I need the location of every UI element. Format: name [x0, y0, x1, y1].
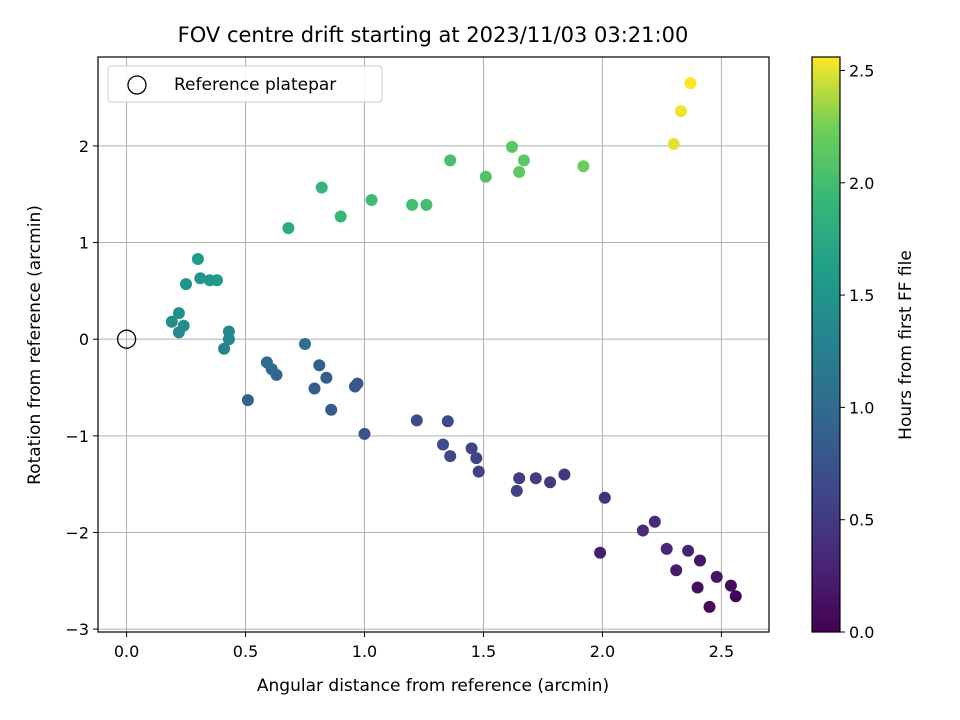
x-tick-label: 0.0 [114, 642, 139, 661]
data-point [315, 181, 328, 194]
data-point [465, 442, 478, 455]
x-tick-label: 0.5 [233, 642, 258, 661]
data-point [410, 414, 423, 427]
y-axis-ticks: −3 −2 −1 0 1 2 [65, 137, 98, 639]
x-axis-ticks: 0.0 0.5 1.0 1.5 2.0 2.5 [114, 632, 734, 661]
data-point [260, 356, 273, 369]
colorbar-tick-label: 2.0 [849, 174, 874, 193]
data-point [334, 210, 347, 223]
reference-platepar-marker [116, 329, 137, 349]
data-point [648, 515, 661, 528]
data-point [667, 138, 680, 150]
data-point [479, 170, 492, 183]
data-point [325, 403, 338, 416]
data-point [472, 465, 485, 478]
data-point [670, 564, 683, 577]
data-point [703, 600, 716, 613]
colorbar-tick-label: 0.0 [849, 623, 874, 642]
data-point [710, 570, 723, 583]
data-point [444, 450, 457, 463]
chart-title: FOV centre drift starting at 2023/11/03 … [178, 23, 689, 47]
x-tick-label: 1.0 [352, 642, 377, 661]
data-point [544, 476, 557, 489]
data-point [241, 394, 254, 407]
data-point [437, 438, 449, 451]
y-tick-label: 1 [79, 234, 89, 253]
colorbar [811, 56, 841, 633]
colorbar-tick-label: 0.5 [849, 511, 874, 530]
data-point [172, 307, 185, 320]
grid-lines [98, 57, 769, 632]
data-point [513, 472, 526, 485]
y-tick-label: −1 [65, 427, 89, 446]
data-point [365, 194, 378, 206]
data-point [444, 154, 457, 167]
x-axis-label: Angular distance from reference (arcmin) [257, 676, 609, 696]
colorbar-label: Hours from first FF file [896, 250, 916, 440]
x-tick-label: 2.0 [590, 642, 615, 661]
data-point [320, 371, 333, 384]
data-point [675, 105, 687, 118]
reference-marker-layer [116, 329, 137, 349]
data-point [211, 274, 223, 287]
colorbar-ticks: 0.0 0.5 1.0 1.5 2.0 2.5 [840, 61, 874, 642]
data-point [299, 338, 311, 350]
y-tick-label: −2 [65, 523, 89, 542]
data-point [598, 491, 611, 504]
data-point [694, 554, 706, 567]
data-point [351, 377, 364, 390]
x-tick-label: 1.5 [471, 642, 496, 661]
data-point [510, 484, 523, 497]
data-point [177, 319, 190, 332]
legend-label: Reference platepar [174, 75, 336, 95]
plot-frame [97, 56, 770, 633]
colorbar-tick-label: 1.5 [849, 286, 874, 305]
data-point [406, 198, 419, 211]
colorbar-tick-label: 1.0 [849, 398, 874, 417]
data-point [180, 278, 192, 291]
data-point [358, 427, 371, 440]
y-tick-label: 0 [79, 330, 89, 349]
y-tick-label: 2 [79, 137, 89, 156]
data-point [420, 198, 433, 211]
data-points [165, 77, 742, 613]
data-point [729, 590, 742, 603]
data-point [513, 166, 526, 178]
data-point [165, 315, 178, 328]
data-point [684, 77, 697, 90]
data-point [517, 154, 530, 167]
legend-marker-icon [127, 75, 147, 95]
data-point [506, 140, 518, 153]
data-point [660, 542, 673, 555]
data-point [577, 160, 590, 173]
data-point [558, 468, 571, 481]
colorbar-tick-label: 2.5 [849, 61, 874, 80]
data-point [218, 342, 231, 355]
data-point [682, 544, 695, 557]
data-point [282, 222, 295, 235]
data-point [194, 272, 207, 285]
legend-box [107, 65, 383, 103]
data-point [470, 452, 483, 465]
data-point [691, 581, 704, 594]
data-point [222, 325, 235, 338]
data-point [636, 524, 649, 537]
legend: Reference platepar [107, 65, 383, 103]
data-point [724, 579, 737, 592]
data-point [441, 415, 454, 428]
data-point [191, 253, 204, 265]
data-point [313, 359, 326, 372]
y-axis-label: Rotation from reference (arcmin) [25, 205, 45, 485]
x-tick-label: 2.5 [709, 642, 734, 661]
data-point [594, 546, 607, 559]
data-point [308, 382, 321, 395]
y-tick-label: −3 [65, 620, 89, 639]
data-point [529, 472, 542, 485]
